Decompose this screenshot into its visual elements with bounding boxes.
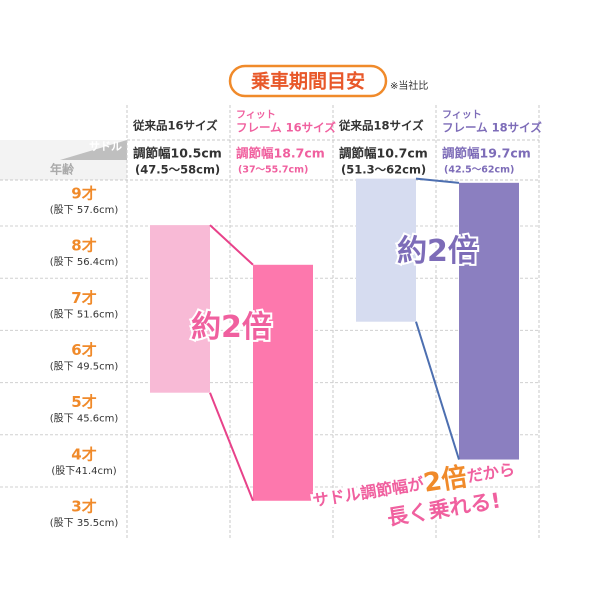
column-header: フレーム 16サイズ: [236, 121, 336, 135]
adjust-label: 調節幅19.7cm: [442, 146, 531, 161]
y-tick-sublabel: (股下 51.6cm): [50, 308, 119, 320]
y-tick-label: 7才: [71, 289, 96, 307]
y-tick-label: 3才: [71, 498, 96, 516]
saddle-range: (37〜55.7cm): [238, 165, 308, 176]
y-tick-label: 8才: [71, 237, 96, 255]
y-tick-sublabel: (股下41.4cm): [51, 465, 116, 477]
adjust-label: 調節幅18.7cm: [236, 146, 325, 161]
corner-label: 年齢: [50, 162, 75, 177]
y-tick-label: 4才: [71, 445, 96, 463]
connector: [415, 177, 460, 184]
callout-emphasis: 2倍: [421, 461, 469, 499]
column-header: フレーム 18サイズ: [442, 121, 542, 135]
range-bar: [150, 225, 210, 393]
y-tick-sublabel: (股下 35.5cm): [50, 517, 119, 529]
y-tick-sublabel: (股下 56.4cm): [50, 256, 119, 268]
connector: [209, 224, 254, 266]
chart-title: 乗車期間目安: [251, 70, 365, 93]
annotation: 約2倍: [397, 234, 478, 269]
column-header: 従来品18サイズ: [338, 119, 424, 133]
saddle-range: (42.5〜62cm): [444, 165, 514, 176]
y-tick-sublabel: (股下 57.6cm): [50, 204, 119, 216]
corner-label: サドル: [89, 140, 122, 153]
saddle-range: (51.3〜62cm): [341, 163, 426, 177]
adjust-label: 調節幅10.7cm: [339, 146, 428, 161]
y-tick-sublabel: (股下 49.5cm): [50, 361, 119, 373]
adjust-label: 調節幅10.5cm: [133, 146, 222, 161]
column-header: フィット: [236, 109, 276, 121]
connector: [209, 392, 254, 502]
y-tick-label: 9才: [71, 184, 96, 202]
note: ※当社比: [390, 79, 428, 92]
range-bar: [459, 182, 519, 460]
range-bar: [253, 264, 313, 501]
connector: [415, 321, 460, 460]
y-tick-sublabel: (股下 45.6cm): [50, 413, 119, 425]
annotation: 約2倍: [191, 310, 272, 345]
column-header: フィット: [442, 109, 482, 121]
range-bar: [356, 178, 416, 322]
y-tick-label: 6才: [71, 341, 96, 359]
title-frame: [228, 64, 388, 98]
callout-text: だから: [466, 459, 516, 485]
saddle-range: (47.5〜58cm): [135, 163, 220, 177]
corner-wedge: [60, 140, 127, 160]
y-tick-label: 5才: [71, 393, 96, 411]
column-header: 従来品16サイズ: [132, 119, 218, 133]
